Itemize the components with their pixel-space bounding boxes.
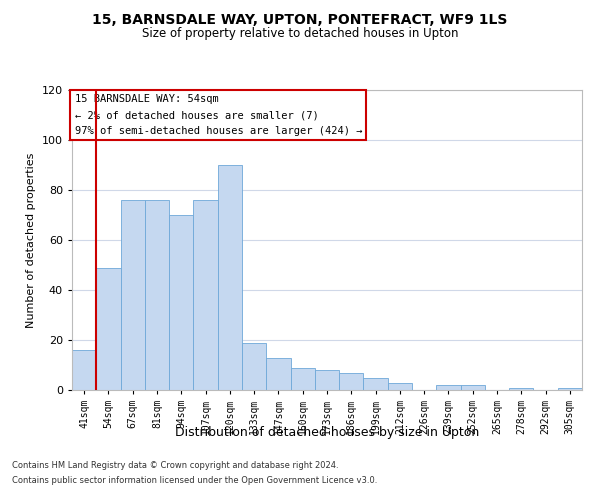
Bar bbox=[121, 200, 145, 390]
Bar bbox=[72, 350, 96, 390]
Bar bbox=[145, 200, 169, 390]
Bar bbox=[558, 388, 582, 390]
Bar bbox=[315, 370, 339, 390]
Text: Contains public sector information licensed under the Open Government Licence v3: Contains public sector information licen… bbox=[12, 476, 377, 485]
Bar bbox=[388, 382, 412, 390]
Bar bbox=[339, 372, 364, 390]
Bar bbox=[364, 378, 388, 390]
Text: Contains HM Land Registry data © Crown copyright and database right 2024.: Contains HM Land Registry data © Crown c… bbox=[12, 461, 338, 470]
Text: Distribution of detached houses by size in Upton: Distribution of detached houses by size … bbox=[175, 426, 479, 439]
Text: Size of property relative to detached houses in Upton: Size of property relative to detached ho… bbox=[142, 28, 458, 40]
Bar bbox=[266, 358, 290, 390]
Y-axis label: Number of detached properties: Number of detached properties bbox=[26, 152, 36, 328]
Bar bbox=[218, 165, 242, 390]
Bar bbox=[436, 385, 461, 390]
Bar bbox=[193, 200, 218, 390]
Bar bbox=[461, 385, 485, 390]
Bar bbox=[509, 388, 533, 390]
Text: 15 BARNSDALE WAY: 54sqm
← 2% of detached houses are smaller (7)
97% of semi-deta: 15 BARNSDALE WAY: 54sqm ← 2% of detached… bbox=[74, 94, 362, 136]
Bar bbox=[96, 268, 121, 390]
Bar bbox=[290, 368, 315, 390]
Text: 15, BARNSDALE WAY, UPTON, PONTEFRACT, WF9 1LS: 15, BARNSDALE WAY, UPTON, PONTEFRACT, WF… bbox=[92, 12, 508, 26]
Bar bbox=[242, 342, 266, 390]
Bar bbox=[169, 215, 193, 390]
